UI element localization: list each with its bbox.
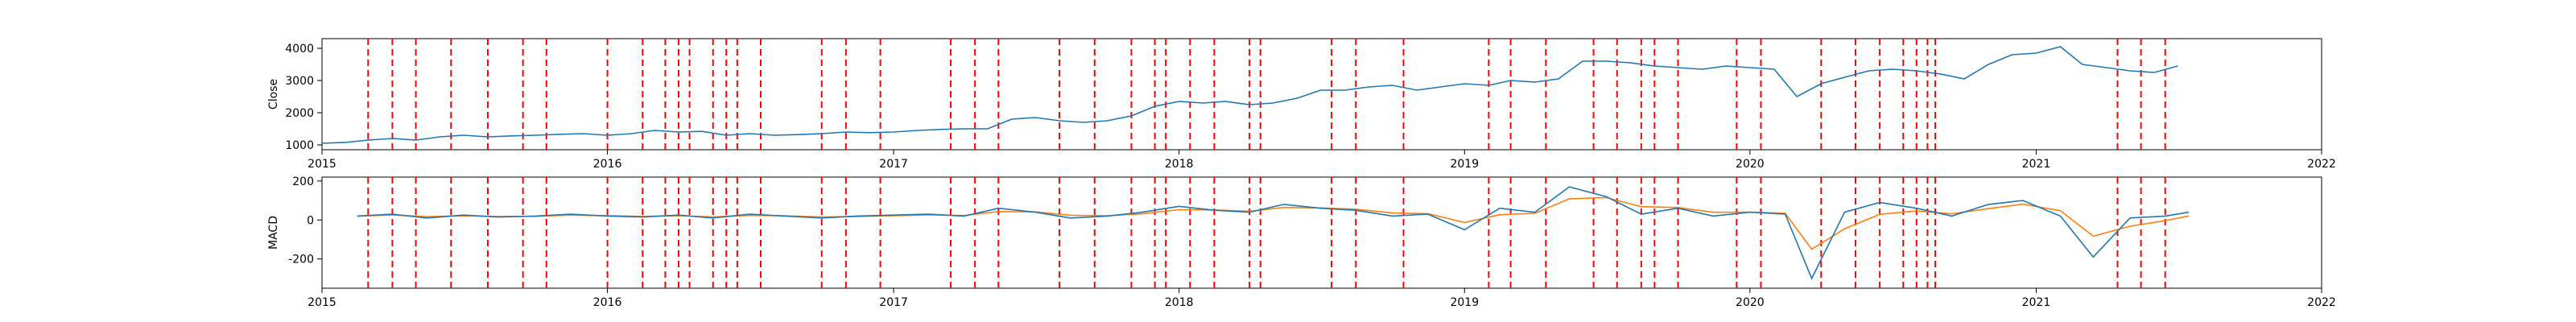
macd-y-tick-label: -200 [288, 254, 314, 266]
close-line [321, 46, 2178, 144]
macd-y-tick-label: 0 [307, 214, 314, 227]
close-signal-lines [367, 39, 2166, 150]
close-x-tick-label: 2019 [1450, 158, 1479, 171]
macd-panel: 2015 2016 2017 2018 2019 2020 2021 2022 200 0 -20… [267, 175, 2336, 309]
close-plot-frame [321, 38, 2322, 151]
macd-x-tick-label: 2015 [308, 296, 336, 309]
macd-signal-lines [367, 177, 2166, 288]
close-x-tick-label: 2018 [1165, 158, 1194, 171]
macd-x-tick-label: 2017 [879, 296, 908, 309]
close-y-ticks: 1000 2000 3000 4000 [285, 43, 322, 152]
close-x-tick-label: 2021 [2022, 158, 2051, 171]
macd-x-tick-label: 2021 [2022, 296, 2051, 309]
close-y-tick-label: 4000 [285, 43, 314, 56]
macd-x-ticks: 2015 2016 2017 2018 2019 2020 2021 2022 [308, 288, 2336, 309]
close-y-tick-label: 3000 [285, 75, 314, 88]
macd-y-tick-label: 200 [292, 175, 314, 188]
close-x-tick-label: 2016 [593, 158, 622, 171]
close-x-tick-label: 2020 [1736, 158, 1765, 171]
close-x-tick-label: 2017 [879, 158, 908, 171]
macd-y-axis-label: MACD [267, 216, 280, 250]
macd-plot-frame [321, 176, 2322, 289]
macd-line [357, 186, 2190, 280]
macd-x-tick-label: 2020 [1736, 296, 1765, 309]
close-y-axis-label: Close [267, 79, 280, 109]
close-x-ticks: 2015 2016 2017 2018 2019 2020 2021 2022 [308, 150, 2336, 171]
macd-y-ticks: 200 0 -200 [288, 175, 322, 266]
macd-x-tick-label: 2022 [2307, 296, 2336, 309]
macd-x-tick-label: 2016 [593, 296, 622, 309]
close-x-tick-label: 2022 [2307, 158, 2336, 171]
close-y-tick-label: 2000 [285, 107, 314, 120]
close-y-tick-label: 1000 [285, 139, 314, 152]
macd-x-tick-label: 2018 [1165, 296, 1194, 309]
close-x-tick-label: 2015 [308, 158, 336, 171]
macd-x-tick-label: 2019 [1450, 296, 1479, 309]
close-panel: 2015 2016 2017 2018 2019 2020 2021 2022 1000 200… [267, 38, 2336, 171]
